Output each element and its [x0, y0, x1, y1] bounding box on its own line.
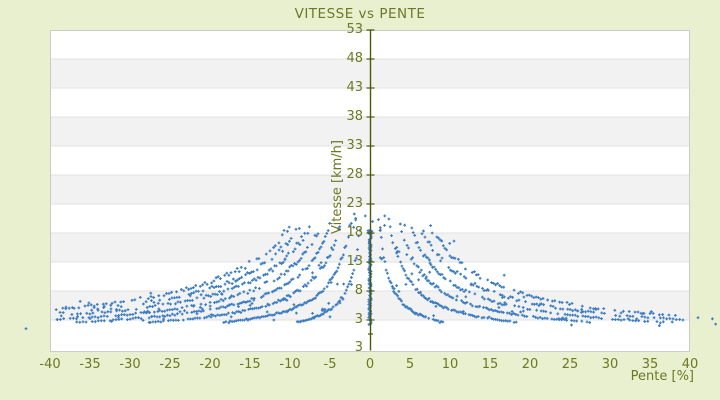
chart-title: VITESSE vs PENTE — [294, 6, 426, 22]
x-tick-label: -20 — [199, 357, 221, 372]
x-tick-label: 35 — [641, 357, 659, 372]
x-tick-label: 25 — [561, 357, 579, 372]
y-tick-label: 28 — [346, 167, 363, 182]
y-axis-min-label: 3 — [354, 340, 363, 355]
x-tick-label: -25 — [159, 357, 181, 372]
y-axis-title: Vitesse [km/h] — [330, 140, 345, 234]
data-points — [24, 212, 717, 331]
y-tick-label: 38 — [346, 109, 363, 124]
y-tick-label: 48 — [346, 51, 363, 66]
x-tick-label: -10 — [279, 357, 301, 372]
x-tick-label: -35 — [79, 357, 101, 372]
x-axis-title: Pente [%] — [630, 369, 694, 384]
x-tick-label: -30 — [119, 357, 141, 372]
x-tick-label: 10 — [441, 357, 459, 372]
x-tick-label: 40 — [681, 357, 699, 372]
x-tick-label: -15 — [239, 357, 261, 372]
y-tick-label: 8 — [354, 283, 363, 298]
x-tick-label: 20 — [521, 357, 539, 372]
x-tick-label: -5 — [323, 357, 337, 372]
y-tick-label: 53 — [346, 22, 363, 37]
y-tick-label: 43 — [346, 80, 363, 95]
x-tick-label: 5 — [405, 357, 415, 372]
x-tick-label: 0 — [365, 357, 375, 372]
y-tick-label: 33 — [346, 138, 363, 153]
y-tick-label: 23 — [346, 196, 363, 211]
x-tick-label: -40 — [39, 357, 61, 372]
y-tick-label: 3 — [354, 312, 363, 327]
y-tick-label: 13 — [346, 254, 363, 269]
x-tick-label: 15 — [481, 357, 499, 372]
y-tick-label: 18 — [346, 225, 363, 240]
x-tick-label: 30 — [601, 357, 619, 372]
